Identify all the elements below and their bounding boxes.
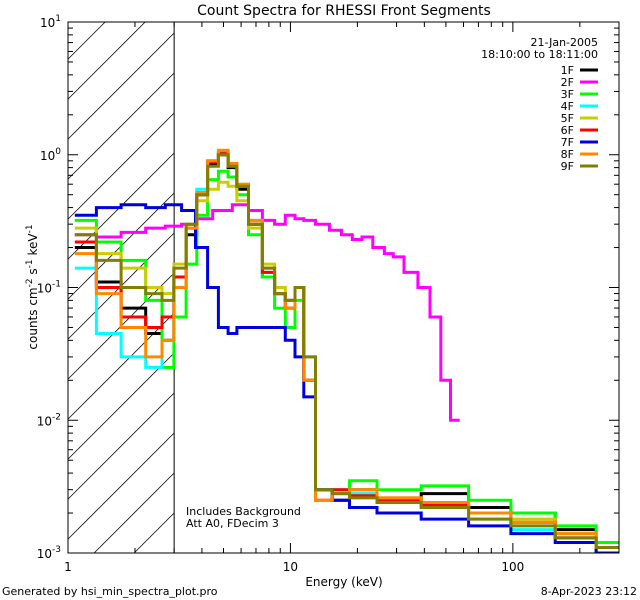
y-tick-label: 10-1 [37, 280, 61, 296]
y-tick-label: 10-3 [37, 545, 61, 561]
series-1f [74, 153, 619, 544]
x-tick-label: 100 [501, 560, 524, 574]
series-2f [74, 203, 460, 422]
axis-ticks: 1 10 100 101 100 10-1 10-2 10-3 [37, 14, 620, 574]
legend-label-4f: 4F [561, 100, 574, 113]
series-8f [74, 148, 619, 549]
series-layer [74, 148, 619, 553]
legend-label-2f: 2F [561, 76, 574, 89]
hatch-line [67, 32, 175, 140]
legend-label-1f: 1F [561, 64, 574, 77]
x-tick-label: 10 [283, 560, 298, 574]
hatch-line [67, 352, 175, 460]
chart-title: Count Spectra for RHESSI Front Segments [197, 3, 491, 19]
hatch-line [67, 21, 146, 100]
x-axis-label: Energy (keV) [305, 575, 382, 589]
footer-timestamp: 8-Apr-2023 23:12 [541, 585, 637, 598]
legend-label-8f: 8F [561, 148, 574, 161]
y-axis-label: counts cm-2 s-1 keV-1 [25, 224, 40, 349]
hatch-line [67, 432, 175, 540]
legend-label-3f: 3F [561, 88, 574, 101]
series-6f [74, 152, 619, 553]
legend-label-5f: 5F [561, 112, 574, 125]
y-tick-label: 101 [40, 14, 61, 30]
hatch-line [67, 312, 175, 420]
x-tick-label: 1 [64, 560, 72, 574]
annotation-attenuator: Att A0, FDecim 3 [186, 517, 279, 530]
hatch-line [67, 72, 175, 180]
legend-label-6f: 6F [561, 124, 574, 137]
hatch-line [67, 112, 175, 220]
hatch-line [67, 392, 175, 500]
annotation-background: Includes Background [186, 505, 301, 518]
legend-date: 21-Jan-2005 [531, 36, 599, 49]
series-7f [74, 203, 619, 553]
legend-label-9f: 9F [561, 160, 574, 173]
y-tick-label: 100 [40, 147, 61, 163]
y-tick-label: 10-2 [37, 412, 61, 428]
hatch-line [133, 512, 175, 554]
hatch-line [67, 21, 106, 60]
footer-generator: Generated by hsi_min_spectra_plot.pro [2, 585, 218, 598]
legend-time-range: 18:10:00 to 18:11:00 [481, 48, 598, 61]
hatch-line [93, 472, 175, 554]
series-4f [74, 150, 619, 553]
series-3f [74, 169, 619, 544]
series-9f [74, 153, 619, 549]
legend-label-7f: 7F [561, 136, 574, 149]
